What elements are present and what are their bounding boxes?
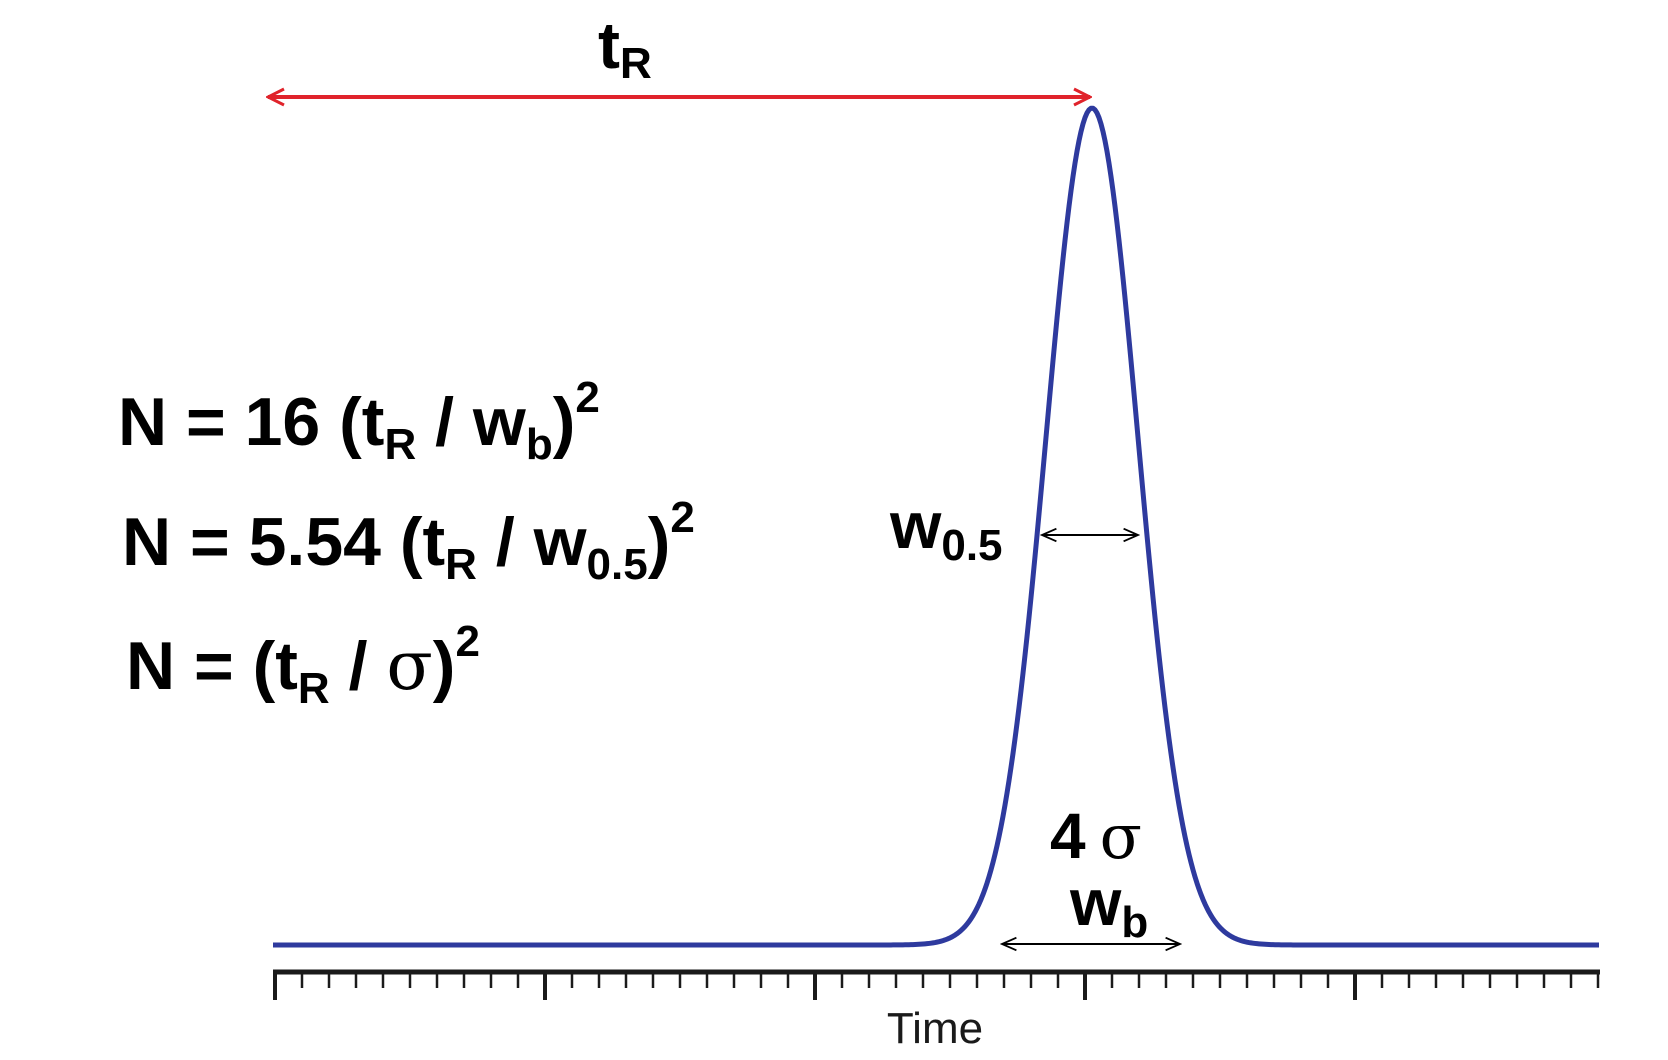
base-width-label: wb: [1069, 865, 1148, 947]
half-width-label: w0.5: [889, 488, 1003, 570]
equation-half-width: N = 5.54 (tR / w0.5)2: [122, 493, 695, 590]
time-axis-label: Time: [887, 1004, 983, 1053]
time-axis-ticks: [273, 972, 1600, 1000]
equation-sigma: N = (tR / σ)2: [126, 617, 480, 714]
equation-base-width: N = 16 (tR / wb)2: [118, 373, 600, 470]
chromatographic-peak: [272, 105, 1600, 948]
retention-time-label: tR: [598, 8, 652, 88]
